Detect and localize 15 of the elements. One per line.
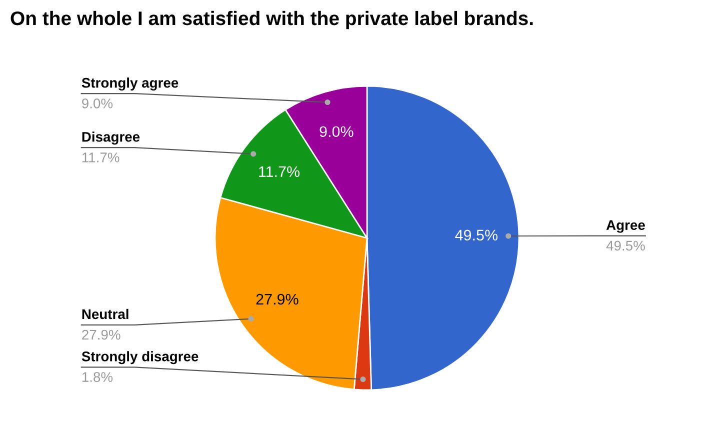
data-label: 11.7% <box>259 166 300 177</box>
slice-label: Disagree <box>82 132 140 145</box>
text: 49.5% <box>606 240 645 251</box>
slice-label: Neutral <box>82 308 128 320</box>
text: 9.0% <box>82 98 113 108</box>
text: 27.9% <box>82 330 120 340</box>
slice-label: Strongly disagree <box>82 351 198 364</box>
slice-label: Strongly agree <box>82 78 178 91</box>
data-label: 9.0% <box>320 126 354 138</box>
text: 11.7% <box>82 152 120 162</box>
chart-title: On the whole I am satisfied with the private label brands. <box>10 10 533 30</box>
data-label: 1.8% <box>82 372 113 382</box>
data-label: 27.9% <box>256 294 298 305</box>
data-label: 49.5% <box>455 230 498 241</box>
slice-label: Agree <box>606 220 645 233</box>
